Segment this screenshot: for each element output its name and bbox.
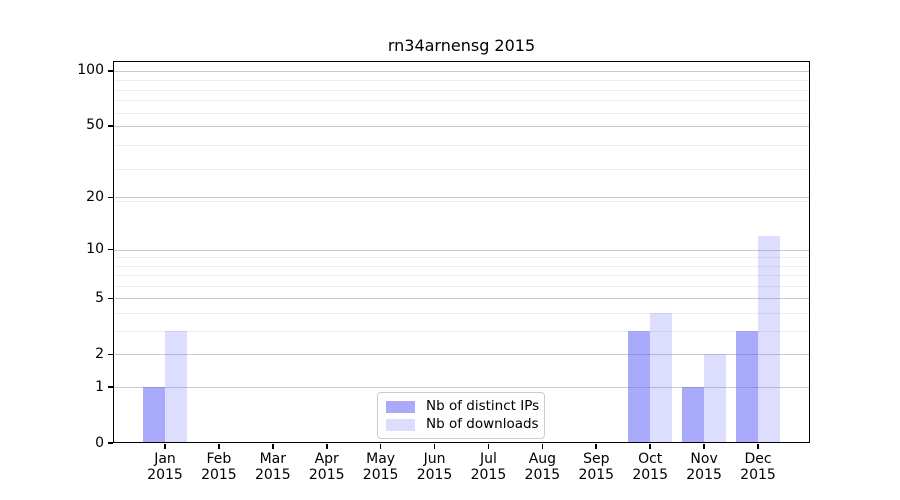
y-tick-label: 50 bbox=[86, 117, 104, 134]
bar-nb-of-distinct-ips-dec-2015 bbox=[736, 331, 758, 443]
x-tick-mark bbox=[272, 444, 274, 449]
bar-nb-of-downloads-dec-2015 bbox=[758, 236, 780, 443]
x-tick-label-feb-2015: Feb 2015 bbox=[201, 451, 237, 483]
major-gridline bbox=[113, 197, 810, 199]
y-tick-mark bbox=[108, 297, 113, 300]
x-tick-label-aug-2015: Aug 2015 bbox=[524, 451, 561, 483]
minor-gridline bbox=[113, 201, 810, 203]
minor-gridline bbox=[113, 145, 810, 147]
x-tick-label-mar-2015: Mar 2015 bbox=[254, 451, 291, 483]
x-tick-mark bbox=[218, 444, 220, 449]
x-tick-mark bbox=[595, 444, 598, 449]
bar-nb-of-downloads-nov-2015 bbox=[704, 354, 727, 443]
minor-gridline bbox=[113, 112, 810, 114]
legend: Nb of distinct IPs Nb of downloads bbox=[377, 392, 545, 439]
y-tick-label: 100 bbox=[77, 62, 104, 79]
minor-gridline bbox=[113, 331, 810, 333]
x-tick-mark bbox=[164, 444, 166, 449]
chart-title: rn34arnensg 2015 bbox=[387, 36, 536, 55]
y-tick-mark bbox=[108, 353, 113, 356]
y-tick-label: 1 bbox=[95, 378, 104, 395]
y-tick-mark bbox=[108, 69, 113, 72]
major-gridline bbox=[113, 70, 810, 72]
bar-nb-of-distinct-ips-jan-2015 bbox=[143, 387, 165, 443]
x-tick-label-nov-2015: Nov 2015 bbox=[686, 451, 722, 483]
legend-swatch-downloads bbox=[386, 418, 415, 431]
y-tick-label: 0 bbox=[95, 434, 104, 451]
legend-label-downloads: Nb of downloads bbox=[426, 416, 539, 432]
x-tick-mark bbox=[325, 444, 328, 449]
y-tick-label: 10 bbox=[86, 241, 104, 258]
minor-gridline bbox=[113, 313, 810, 315]
y-tick-mark bbox=[108, 248, 113, 251]
x-tick-label-jun-2015: Jun 2015 bbox=[416, 451, 453, 483]
bar-nb-of-distinct-ips-oct-2015 bbox=[628, 331, 651, 443]
minor-gridline bbox=[113, 168, 810, 170]
y-tick-mark bbox=[108, 125, 113, 127]
x-tick-mark bbox=[379, 444, 382, 449]
major-gridline bbox=[113, 125, 810, 127]
legend-swatch-distinct-ips bbox=[386, 400, 415, 413]
y-tick-label: 20 bbox=[86, 188, 104, 205]
y-tick-mark bbox=[108, 196, 113, 199]
y-tick-mark bbox=[108, 386, 113, 388]
bar-nb-of-downloads-jan-2015 bbox=[165, 331, 187, 443]
x-tick-mark bbox=[703, 444, 705, 449]
minor-gridline bbox=[113, 100, 810, 102]
x-tick-label-may-2015: May 2015 bbox=[362, 451, 399, 483]
major-gridline bbox=[113, 249, 810, 251]
x-tick-label-sep-2015: Sep 2015 bbox=[578, 451, 615, 483]
legend-label-distinct-ips: Nb of distinct IPs bbox=[426, 398, 540, 414]
x-tick-label-oct-2015: Oct 2015 bbox=[632, 451, 668, 483]
x-tick-mark bbox=[487, 444, 490, 449]
y-tick-label: 2 bbox=[95, 345, 104, 362]
legend-item-distinct-ips: Nb of distinct IPs bbox=[386, 398, 540, 414]
x-tick-mark bbox=[433, 444, 436, 449]
y-tick-mark bbox=[108, 442, 113, 444]
y-tick-label: 5 bbox=[95, 289, 104, 306]
minor-gridline bbox=[113, 286, 810, 288]
minor-gridline bbox=[113, 275, 810, 277]
minor-gridline bbox=[113, 89, 810, 91]
legend-item-downloads: Nb of downloads bbox=[386, 416, 539, 432]
bar-nb-of-downloads-oct-2015 bbox=[650, 313, 673, 443]
bar-nb-of-distinct-ips-nov-2015 bbox=[682, 387, 705, 443]
x-tick-label-jul-2015: Jul 2015 bbox=[470, 451, 507, 483]
x-tick-label-apr-2015: Apr 2015 bbox=[308, 451, 345, 483]
x-tick-mark bbox=[649, 444, 651, 449]
x-tick-mark bbox=[757, 444, 759, 449]
major-gridline bbox=[113, 298, 810, 300]
minor-gridline bbox=[113, 257, 810, 259]
plot-area bbox=[113, 61, 810, 443]
x-tick-mark bbox=[541, 444, 544, 449]
minor-gridline bbox=[113, 265, 810, 267]
x-tick-label-dec-2015: Dec 2015 bbox=[740, 451, 776, 483]
x-tick-label-jan-2015: Jan 2015 bbox=[147, 451, 183, 483]
major-gridline bbox=[113, 387, 810, 389]
minor-gridline bbox=[113, 80, 810, 82]
major-gridline bbox=[113, 354, 810, 356]
